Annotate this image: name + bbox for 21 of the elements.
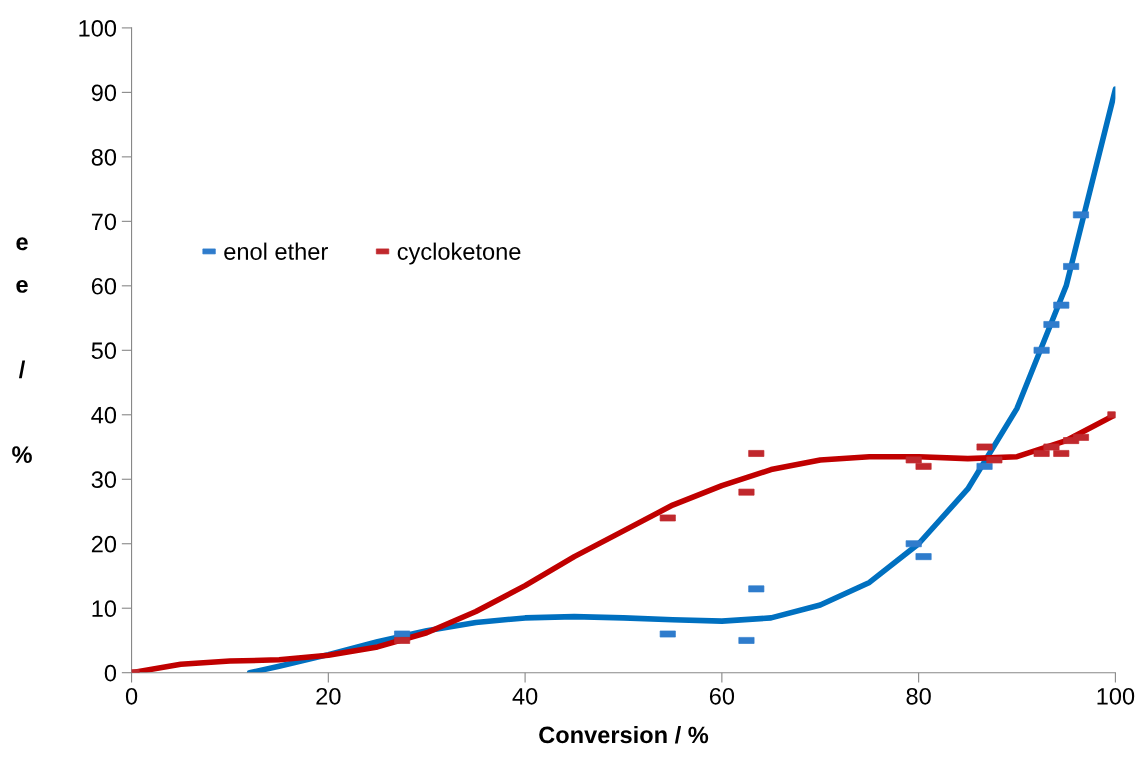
x-tick-label: 60 bbox=[709, 687, 735, 705]
y-tick-label: 30 bbox=[91, 471, 117, 489]
x-axis-title: Conversion / % bbox=[539, 725, 709, 744]
x-tick-label: 80 bbox=[906, 687, 931, 705]
y-tick-label: 80 bbox=[91, 148, 117, 166]
y-tick-label: 100 bbox=[79, 19, 117, 37]
y-tick-label: 20 bbox=[91, 535, 117, 553]
x-tick-label: 20 bbox=[316, 687, 341, 705]
x-tick-label: 100 bbox=[1097, 687, 1135, 705]
y-tick-label: 60 bbox=[91, 277, 117, 295]
y-tick-label: 0 bbox=[104, 664, 117, 682]
y-tick-label: 90 bbox=[91, 84, 117, 102]
y-tick-label: 50 bbox=[91, 342, 117, 360]
text: ee / % bbox=[12, 237, 32, 463]
y-tick-label: 70 bbox=[91, 213, 117, 231]
x-tick-label: 0 bbox=[125, 687, 138, 705]
x-tick-label: 40 bbox=[512, 687, 538, 705]
y-tick-label: 10 bbox=[92, 600, 117, 618]
y-tick-label: 40 bbox=[91, 406, 117, 424]
legend-label: cycloketone bbox=[397, 242, 521, 265]
legend-label: enol ether bbox=[224, 242, 328, 260]
